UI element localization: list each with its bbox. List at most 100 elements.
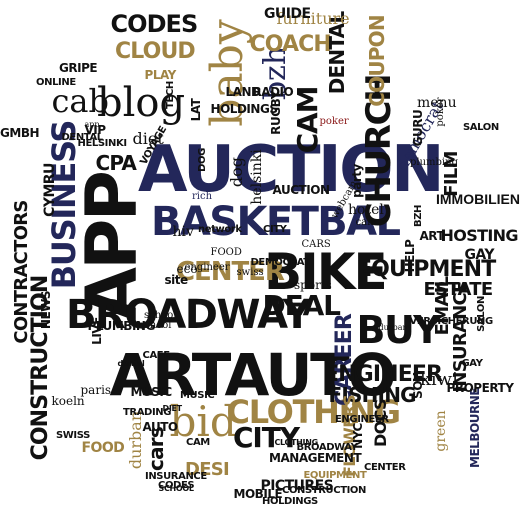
word-salon: SALON [475,296,487,332]
word-school: SCHOOL [158,484,194,493]
word-cpa: CPA [95,151,137,175]
word-democrat: DEMOCRAT [250,257,311,268]
word-contractors: CONTRACTORS [11,200,33,344]
word-dental: DENTAL [61,132,104,143]
word-mobile: MOBILE [233,487,283,501]
word-estate: ESTATE [423,279,494,300]
word-city: CITY [233,421,300,454]
word-land: LAND [225,85,262,99]
word-insurance: INSURANCE [145,471,207,482]
word-codes: CODES [158,480,195,491]
word-plumbing: PLUMBING [87,319,156,333]
word-city: CITY [263,224,287,235]
word-hiv: hiv [172,224,194,240]
word-basketbal: BASKETBAL [151,199,401,245]
word-dog: dog [227,156,247,188]
word-guru: GURU [410,109,425,147]
word-engineer: ENGINEER [335,414,389,425]
word-engineer: ENGINEER [324,362,443,387]
word-news: NEWS [39,290,54,330]
word-fishing: FISHING [328,383,417,407]
word-radio: RADIO [252,85,294,99]
word-coupon: COUPON [364,15,389,107]
word-swiss: SWISS [56,430,90,441]
word-food: FOOD [81,440,125,456]
word-bike: BIKE [264,243,388,301]
word-soy: SOY [410,373,425,399]
word-buy: BUY [356,308,441,352]
word-school: school [144,310,177,321]
word-guide: GUIDE [264,6,311,22]
word-play: PLAY [144,68,177,82]
word-online: ONLINE [36,77,76,88]
word-kiwi: kiwi [420,369,458,390]
word-app: app [84,120,100,129]
word-live: LIVE [89,317,104,345]
word-codes: CODES [110,10,199,38]
word-cab: cab [51,82,109,120]
word-property: PROPERTY [446,381,514,395]
word-furniture: furniture [276,9,350,28]
word-plumbing: plumbing [410,157,458,168]
word-gripe: GRIPE [59,61,98,75]
word-tech: TECH [164,81,176,109]
word-koeln: koeln [51,394,85,408]
word-cars: CARS [301,239,331,250]
word-coach: COACH [249,32,332,57]
word-gmbh: GMBH [0,126,40,140]
word-menu: menu [417,95,457,111]
word-site: site [164,273,189,287]
word-vip: VIP [84,123,107,137]
word-party: party [349,164,364,198]
word-food: FOOD [210,247,242,258]
word-immobilien: IMMOBILIEN [436,191,520,207]
word-sports: sports [294,278,332,292]
word-art: ART [419,229,445,243]
word-hotel: hotel [348,202,384,218]
word-holdings: HOLDINGS [262,496,318,507]
word-cymru: CYMRU [41,163,58,217]
word-helsinki: helsinki [249,149,266,205]
word-diet: diet [132,129,164,148]
word-bid: bid [169,397,237,446]
word-swiss: swiss [236,267,264,278]
word-lat: LAT [188,98,203,122]
word-auction: AUCTION [272,183,330,197]
word-cloud: CLOUD [115,39,196,64]
word-deal: DEAL [262,289,342,322]
word-helsinki: HELSINKI [77,138,128,149]
word-versicherung: VERSICHERUNG [409,316,494,327]
word-cam: cam [355,217,377,228]
word-blog: blog [97,80,186,126]
word-broadway: BROADWAY [66,292,312,338]
word-music: MUSIC [180,390,215,401]
word-cafe: CAFE [142,350,171,361]
word-cam: CAM [290,86,324,154]
word-bzh: BZH [413,204,425,228]
word-eco: eco [176,262,198,276]
word-durban: durban [378,323,408,332]
word-music: MUSIC [130,385,173,399]
word-gay: GAY [461,358,483,369]
word-pictures: PICTURES [260,478,334,494]
word-cam: CAM [186,437,210,448]
word-network: network [198,224,242,235]
word-broadway: BROADWAY [296,442,358,453]
word-poker: poker [435,97,447,127]
word-trading: TRADING [123,407,172,418]
word-poker: poker [319,116,349,127]
word-construction: CONSTRUCTION [282,485,367,496]
word-melbourne: MELBOURNE [468,387,483,469]
word-center: CENTER [176,257,285,287]
word-green: green [433,410,450,452]
word-hosting: HOSTING [440,226,519,245]
word-dog: DOG [196,148,208,172]
word-paris: paris [80,383,112,397]
word-salon: SALON [463,122,499,133]
word-desi: DESI [185,459,230,480]
word-management: MANAGEMENT [269,451,362,465]
word-diet: DIET [162,404,183,413]
word-engineer: engineer [184,262,230,273]
word-artauto: ARTAUTO [109,341,397,409]
